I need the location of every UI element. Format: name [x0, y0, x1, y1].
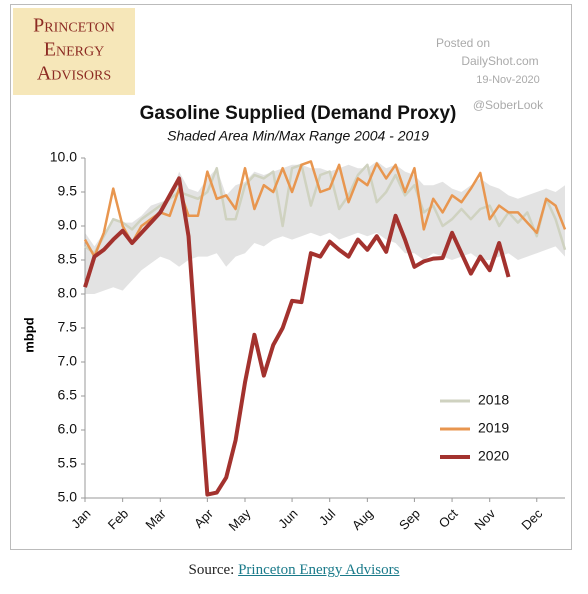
source: Source: Princeton Energy Advisors [0, 562, 588, 579]
watermark: 19-Nov-2020 [476, 74, 540, 86]
y-tick-label: 7.0 [58, 353, 78, 369]
chart-title: Gasoline Supplied (Demand Proxy) [140, 103, 457, 124]
y-tick-label: 9.0 [58, 217, 78, 233]
x-tick-label: Mar [142, 505, 169, 532]
y-tick-label: 9.5 [58, 183, 78, 199]
legend-label: 2018 [478, 392, 509, 408]
x-tick-label: Nov [471, 506, 498, 533]
x-tick-label: Oct [436, 506, 461, 531]
series-line [83, 160, 567, 258]
x-tick-label: Dec [518, 506, 545, 533]
x-tick-label: Aug [349, 506, 376, 533]
range-band [85, 161, 565, 294]
x-tick-label: Feb [105, 506, 131, 532]
watermark: @SoberLook [473, 98, 544, 112]
source-prefix: Source: [188, 562, 235, 578]
y-tick-label: 8.5 [58, 251, 78, 267]
x-tick-label: Jun [275, 506, 300, 531]
y-tick-label: 6.5 [58, 387, 78, 403]
source-link[interactable]: Princeton Energy Advisors [238, 562, 400, 578]
x-tick-label: May [226, 506, 254, 534]
logo-text: Energy [44, 39, 104, 61]
x-tick-label: Jan [68, 506, 93, 531]
watermark: Posted on [436, 36, 490, 50]
logo-text: Princeton [33, 15, 115, 37]
chart-subtitle: Shaded Area Min/Max Range 2004 - 2019 [167, 128, 429, 144]
y-tick-label: 10.0 [50, 149, 77, 165]
chart: Princeton Energy Advisors Posted on Dail… [13, 8, 567, 534]
watermark: DailyShot.com [461, 54, 538, 68]
x-tick-label: Apr [191, 505, 216, 530]
y-tick-label: 6.0 [58, 421, 78, 437]
y-tick-label: 7.5 [58, 319, 78, 335]
series-line [83, 176, 511, 497]
legend-label: 2019 [478, 420, 509, 436]
logo-box [13, 8, 135, 95]
y-tick-label: 5.5 [58, 455, 78, 471]
frame [10, 4, 572, 550]
y-axis-label: mbpd [21, 317, 36, 352]
y-tick-label: 5.0 [58, 489, 78, 505]
y-tick-label: 8.0 [58, 285, 78, 301]
logo-text: Advisors [37, 63, 111, 85]
x-tick-label: Jul [316, 506, 338, 528]
x-tick-label: Sep [396, 506, 423, 533]
legend-label: 2020 [478, 448, 509, 464]
